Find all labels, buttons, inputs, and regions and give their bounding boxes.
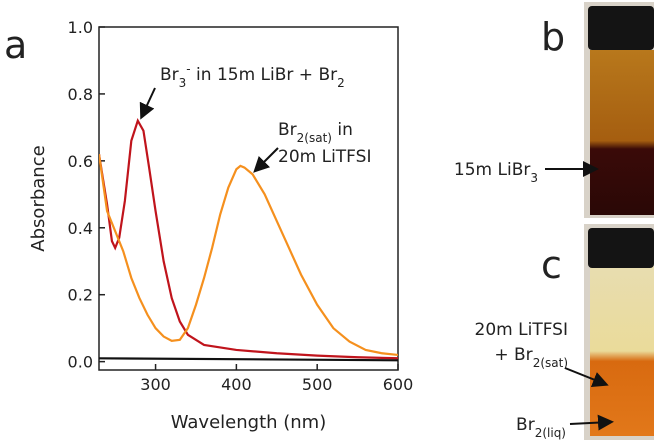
text-run: - bbox=[186, 62, 190, 76]
text-run: 2(liq) bbox=[535, 426, 566, 440]
y-tick-label: 0.0 bbox=[68, 353, 93, 372]
arrows bbox=[139, 87, 614, 431]
x-tick-label: 600 bbox=[383, 375, 414, 394]
text-run: 2(sat) bbox=[297, 131, 332, 145]
text-run: 3 bbox=[179, 76, 187, 90]
text-run: Br bbox=[278, 120, 297, 140]
text-run: 2 bbox=[337, 76, 345, 90]
text-run: + Br bbox=[494, 345, 532, 365]
annotation: Br2(sat) in bbox=[278, 120, 353, 145]
text-run: 15m LiBr bbox=[454, 160, 530, 180]
x-tick-label: 300 bbox=[140, 375, 171, 394]
y-axis-label: Absorbance bbox=[28, 145, 49, 251]
photo-c bbox=[584, 224, 654, 440]
line-series bbox=[99, 154, 398, 357]
plot-frame bbox=[98, 26, 399, 371]
text-run: Br bbox=[516, 415, 535, 435]
y-tick-label: 0.6 bbox=[68, 152, 93, 171]
text-run: in 15m LiBr + Br bbox=[191, 65, 337, 85]
annotation: + Br2(sat) bbox=[494, 345, 568, 370]
line-series bbox=[99, 357, 398, 362]
panel-label: b bbox=[541, 15, 565, 59]
text-run: 20m LiTFSI bbox=[475, 320, 568, 340]
text-run: 20m LiTFSI bbox=[278, 147, 371, 167]
panel-label: c bbox=[541, 243, 562, 287]
panel-label: a bbox=[4, 23, 27, 67]
text-run: 2(sat) bbox=[533, 356, 568, 370]
line-series bbox=[99, 117, 398, 360]
text-run: 3 bbox=[530, 171, 538, 185]
text-run: in bbox=[332, 120, 353, 140]
y-tick-label: 0.2 bbox=[68, 286, 93, 305]
x-tick-label: 400 bbox=[221, 375, 252, 394]
x-tick-label: 500 bbox=[302, 375, 333, 394]
photo-b bbox=[584, 2, 654, 218]
annotation: Br2(liq) bbox=[516, 415, 566, 440]
text-run: Br bbox=[160, 65, 179, 85]
y-tick-label: 0.4 bbox=[68, 219, 93, 238]
annotation: 20m LiTFSI bbox=[278, 147, 371, 167]
annotation: 15m LiBr3 bbox=[454, 160, 538, 185]
y-tick-label: 1.0 bbox=[68, 18, 93, 37]
annotation: 20m LiTFSI bbox=[475, 320, 568, 340]
x-axis-label: Wavelength (nm) bbox=[171, 412, 327, 433]
y-tick-label: 0.8 bbox=[68, 85, 93, 104]
annotation: Br3- in 15m LiBr + Br2 bbox=[160, 62, 345, 90]
